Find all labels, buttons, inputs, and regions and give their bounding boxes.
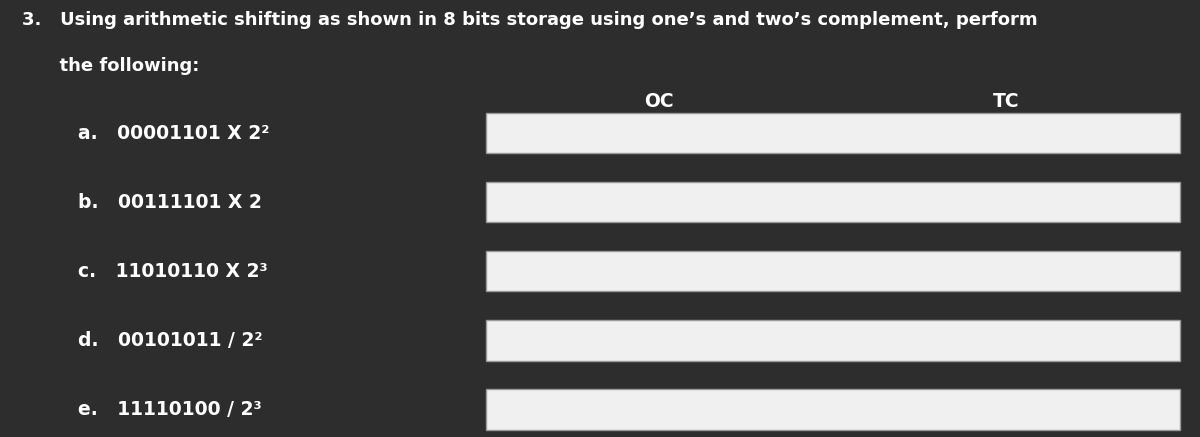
Text: OC: OC [644,92,674,111]
Bar [486,251,1180,291]
Text: a.   00001101 X 2²: a. 00001101 X 2² [78,124,269,143]
Text: c.   11010110 X 2³: c. 11010110 X 2³ [78,262,268,281]
Bar [486,113,1180,153]
Text: the following:: the following: [22,57,199,75]
Text: b.   00111101 X 2: b. 00111101 X 2 [78,193,262,212]
Text: TC: TC [992,92,1020,111]
Bar [486,182,1180,222]
Text: d.   00101011 / 2²: d. 00101011 / 2² [78,331,263,350]
Text: e.   11110100 / 2³: e. 11110100 / 2³ [78,400,262,419]
Bar [486,389,1180,430]
Bar [486,320,1180,361]
Text: 3.   Using arithmetic shifting as shown in 8 bits storage using one’s and two’s : 3. Using arithmetic shifting as shown in… [22,11,1037,29]
